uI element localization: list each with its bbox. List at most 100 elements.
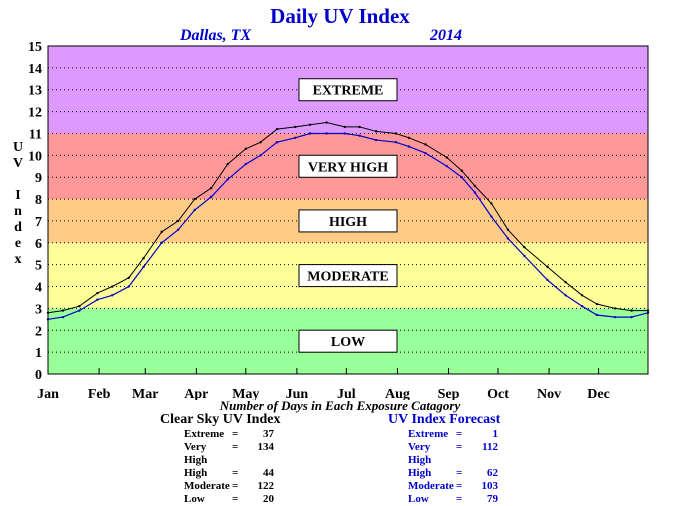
data-point <box>193 197 196 201</box>
stat-value: 44 <box>263 467 274 479</box>
data-point <box>308 123 312 126</box>
band-label: LOW <box>331 335 365 350</box>
x-tick-label: Apr <box>184 387 208 400</box>
data-point <box>61 315 65 319</box>
stat-eq: = <box>232 441 239 453</box>
data-point <box>490 202 493 205</box>
data-point <box>96 298 99 301</box>
data-point <box>407 136 411 140</box>
data-point <box>177 228 180 231</box>
y-axis-label-char: e <box>14 236 22 251</box>
stat-eq: = <box>232 467 239 479</box>
y-tick-label: 12 <box>28 106 42 121</box>
data-point <box>160 241 163 244</box>
y-tick-label: 0 <box>35 368 42 383</box>
data-point <box>394 141 398 144</box>
data-point <box>193 208 196 212</box>
stat-eq: = <box>232 493 239 505</box>
data-point <box>630 309 633 312</box>
x-tick-label: Mar <box>132 387 158 400</box>
x-tick-label: Oct <box>487 387 509 400</box>
band-label: HIGH <box>329 215 367 230</box>
data-point <box>523 254 526 258</box>
stat-value: 62 <box>487 467 498 479</box>
data-point <box>358 125 361 129</box>
band-label-box <box>298 154 398 178</box>
y-axis-label-char: n <box>14 204 22 219</box>
stat-row: Moderate = 103 <box>408 480 500 493</box>
data-point <box>343 125 346 129</box>
clear-sky-stats: Clear Sky UV Index Extreme = 37 Very High =… <box>160 413 280 506</box>
data-point <box>78 305 81 308</box>
y-tick-label: 9 <box>35 171 42 186</box>
stat-name: High <box>408 467 432 479</box>
stat-name: Very High <box>184 441 208 466</box>
plot-frame <box>47 45 649 375</box>
x-tick-label: May <box>232 387 259 400</box>
data-point <box>445 156 449 159</box>
band-label-box <box>298 209 398 233</box>
data-point <box>630 315 633 319</box>
data-point <box>96 291 99 295</box>
data-point <box>111 285 114 288</box>
data-point <box>358 134 361 137</box>
data-point <box>613 315 617 319</box>
stat-eq: = <box>232 428 239 440</box>
x-tick-label: Sep <box>438 387 460 400</box>
y-tick-label: 8 <box>35 193 42 208</box>
forecast-header: UV Index Forecast <box>388 412 501 427</box>
y-axis-label-char: x <box>14 252 22 267</box>
data-point <box>394 132 398 135</box>
data-point <box>294 136 297 140</box>
stat-eq: = <box>456 467 463 479</box>
stat-eq: = <box>456 493 463 505</box>
y-tick-label: 14 <box>28 62 42 77</box>
days-caption: Number of Days in Each Exposure Catagory <box>219 398 461 413</box>
data-point <box>244 162 248 166</box>
y-tick-label: 15 <box>28 40 42 55</box>
data-point <box>374 130 378 133</box>
stat-name: Moderate <box>184 480 230 492</box>
data-point <box>209 186 213 190</box>
x-tick-label: Jul <box>337 387 356 400</box>
chart-title: Daily UV Index <box>270 4 410 28</box>
data-point <box>325 121 328 124</box>
data-point <box>523 245 526 249</box>
band-label: MODERATE <box>307 270 388 285</box>
stat-eq: = <box>456 480 463 492</box>
y-tick-label: 1 <box>35 346 42 361</box>
data-point <box>374 138 378 142</box>
location-label: Dallas, TX <box>180 27 252 44</box>
data-point <box>564 294 567 297</box>
data-point <box>506 228 510 231</box>
data-point <box>209 195 213 199</box>
stat-eq: = <box>456 428 463 440</box>
stat-name: Very High <box>408 441 432 466</box>
data-point <box>473 184 477 188</box>
data-point <box>160 230 163 234</box>
data-point <box>78 309 81 312</box>
stat-row: High = 62 <box>408 467 500 480</box>
stat-name: Moderate <box>408 480 454 492</box>
stat-value: 134 <box>257 441 275 453</box>
y-tick-label: 5 <box>35 259 42 274</box>
stat-name: High <box>184 467 208 479</box>
data-point <box>424 151 427 155</box>
stat-row: Extreme = 1 <box>408 428 500 441</box>
stat-value: 122 <box>257 480 275 492</box>
stat-eq: = <box>456 441 463 453</box>
y-tick-label: 3 <box>35 302 42 317</box>
data-point <box>275 127 279 131</box>
band-label-box <box>298 264 398 288</box>
band-label: EXTREME <box>313 84 384 99</box>
stat-value: 103 <box>481 480 499 492</box>
y-tick-label: 13 <box>28 84 42 99</box>
data-point <box>460 169 463 172</box>
data-point <box>127 285 130 288</box>
data-point <box>580 305 584 308</box>
stat-value: 20 <box>263 493 274 505</box>
clear-sky-header: Clear Sky UV Index <box>160 412 281 427</box>
data-point <box>177 219 180 223</box>
